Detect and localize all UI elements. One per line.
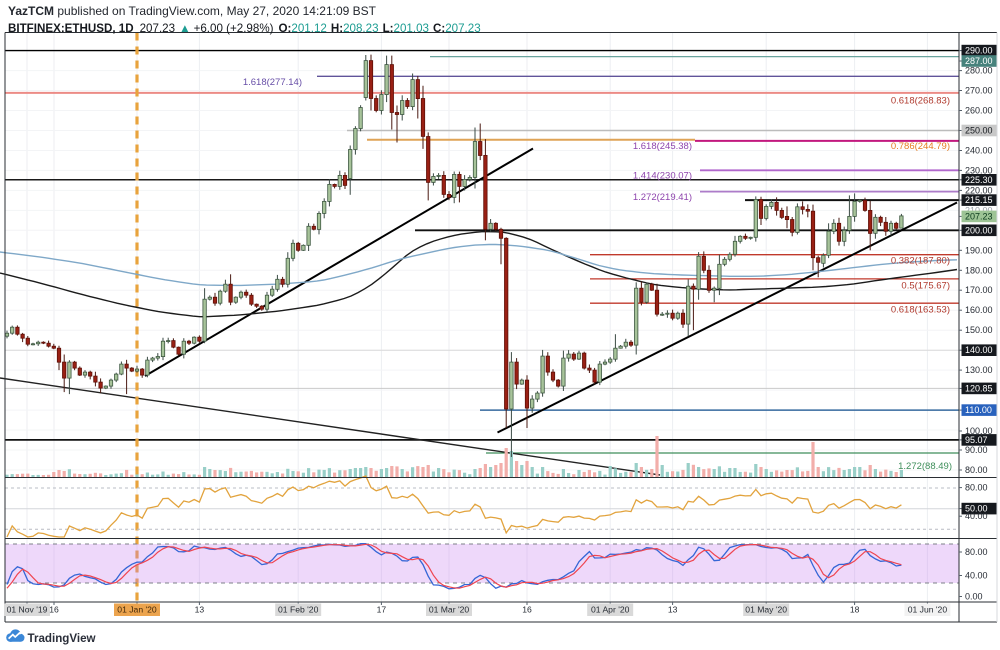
svg-text:290.00: 290.00 [965,46,993,56]
svg-text:0.00: 0.00 [965,592,983,602]
svg-text:01 May '20: 01 May '20 [745,605,787,615]
svg-text:90.00: 90.00 [965,445,988,455]
svg-text:0.382(187.80): 0.382(187.80) [891,256,950,267]
svg-text:200.00: 200.00 [965,225,993,235]
svg-text:150.00: 150.00 [965,325,993,335]
svg-text:1.272(219.41): 1.272(219.41) [633,192,692,203]
svg-text:TradingView: TradingView [28,632,97,645]
svg-text:280.00: 280.00 [965,66,993,76]
svg-text:01 Jan '20: 01 Jan '20 [117,605,157,615]
svg-text:95.07: 95.07 [965,435,988,445]
svg-text:0.5(175.67): 0.5(175.67) [901,281,950,292]
svg-text:YazTCM published on TradingVie: YazTCM published on TradingView.com, May… [8,4,377,18]
svg-text:250.00: 250.00 [965,126,993,136]
svg-text:215.15: 215.15 [965,195,993,205]
svg-text:260.00: 260.00 [965,106,993,116]
svg-text:1.618(245.38): 1.618(245.38) [633,141,692,152]
svg-text:16: 16 [522,605,532,615]
svg-text:50.00: 50.00 [965,504,988,514]
svg-text:110.00: 110.00 [965,405,992,415]
svg-text:287.00: 287.00 [965,56,993,66]
svg-text:1.618(277.14): 1.618(277.14) [243,77,302,88]
svg-text:240.00: 240.00 [965,146,993,156]
svg-text:170.00: 170.00 [965,285,993,295]
svg-text:1.272(88.49): 1.272(88.49) [898,461,952,472]
svg-text:17: 17 [377,605,387,615]
svg-text:40.00: 40.00 [965,571,988,581]
svg-text:140.00: 140.00 [965,345,993,355]
svg-text:01 Feb '20: 01 Feb '20 [278,605,319,615]
svg-text:230.00: 230.00 [965,165,993,175]
svg-text:01 Jun '20: 01 Jun '20 [908,605,948,615]
svg-text:13: 13 [195,605,205,615]
svg-text:190.00: 190.00 [965,245,993,255]
svg-text:210.00: 210.00 [965,205,993,215]
svg-text:180.00: 180.00 [965,265,993,275]
svg-text:80.00: 80.00 [965,465,988,475]
svg-text:130.00: 130.00 [965,365,993,375]
svg-text:0.786(244.79): 0.786(244.79) [891,141,950,152]
svg-text:207.23: 207.23 [965,211,993,221]
svg-text:0.618(163.53): 0.618(163.53) [891,305,950,316]
svg-text:0.618(268.83): 0.618(268.83) [891,96,950,107]
svg-text:120.85: 120.85 [965,383,993,393]
svg-text:220.00: 220.00 [965,185,993,195]
svg-text:100.00: 100.00 [965,426,993,436]
svg-text:01 Apr '20: 01 Apr '20 [591,605,630,615]
svg-text:270.00: 270.00 [965,86,993,96]
svg-text:1.414(230.07): 1.414(230.07) [633,171,692,182]
svg-text:80.00: 80.00 [965,547,988,557]
svg-text:160.00: 160.00 [965,305,993,315]
svg-text:80.00: 80.00 [965,483,988,493]
svg-text:225.30: 225.30 [965,175,993,185]
svg-text:01 Nov '19: 01 Nov '19 [7,605,48,615]
svg-text:16: 16 [49,605,59,615]
svg-text:13: 13 [668,605,678,615]
svg-text:18: 18 [850,605,860,615]
svg-text:40.00: 40.00 [965,511,988,521]
svg-text:01 Mar '20: 01 Mar '20 [429,605,470,615]
